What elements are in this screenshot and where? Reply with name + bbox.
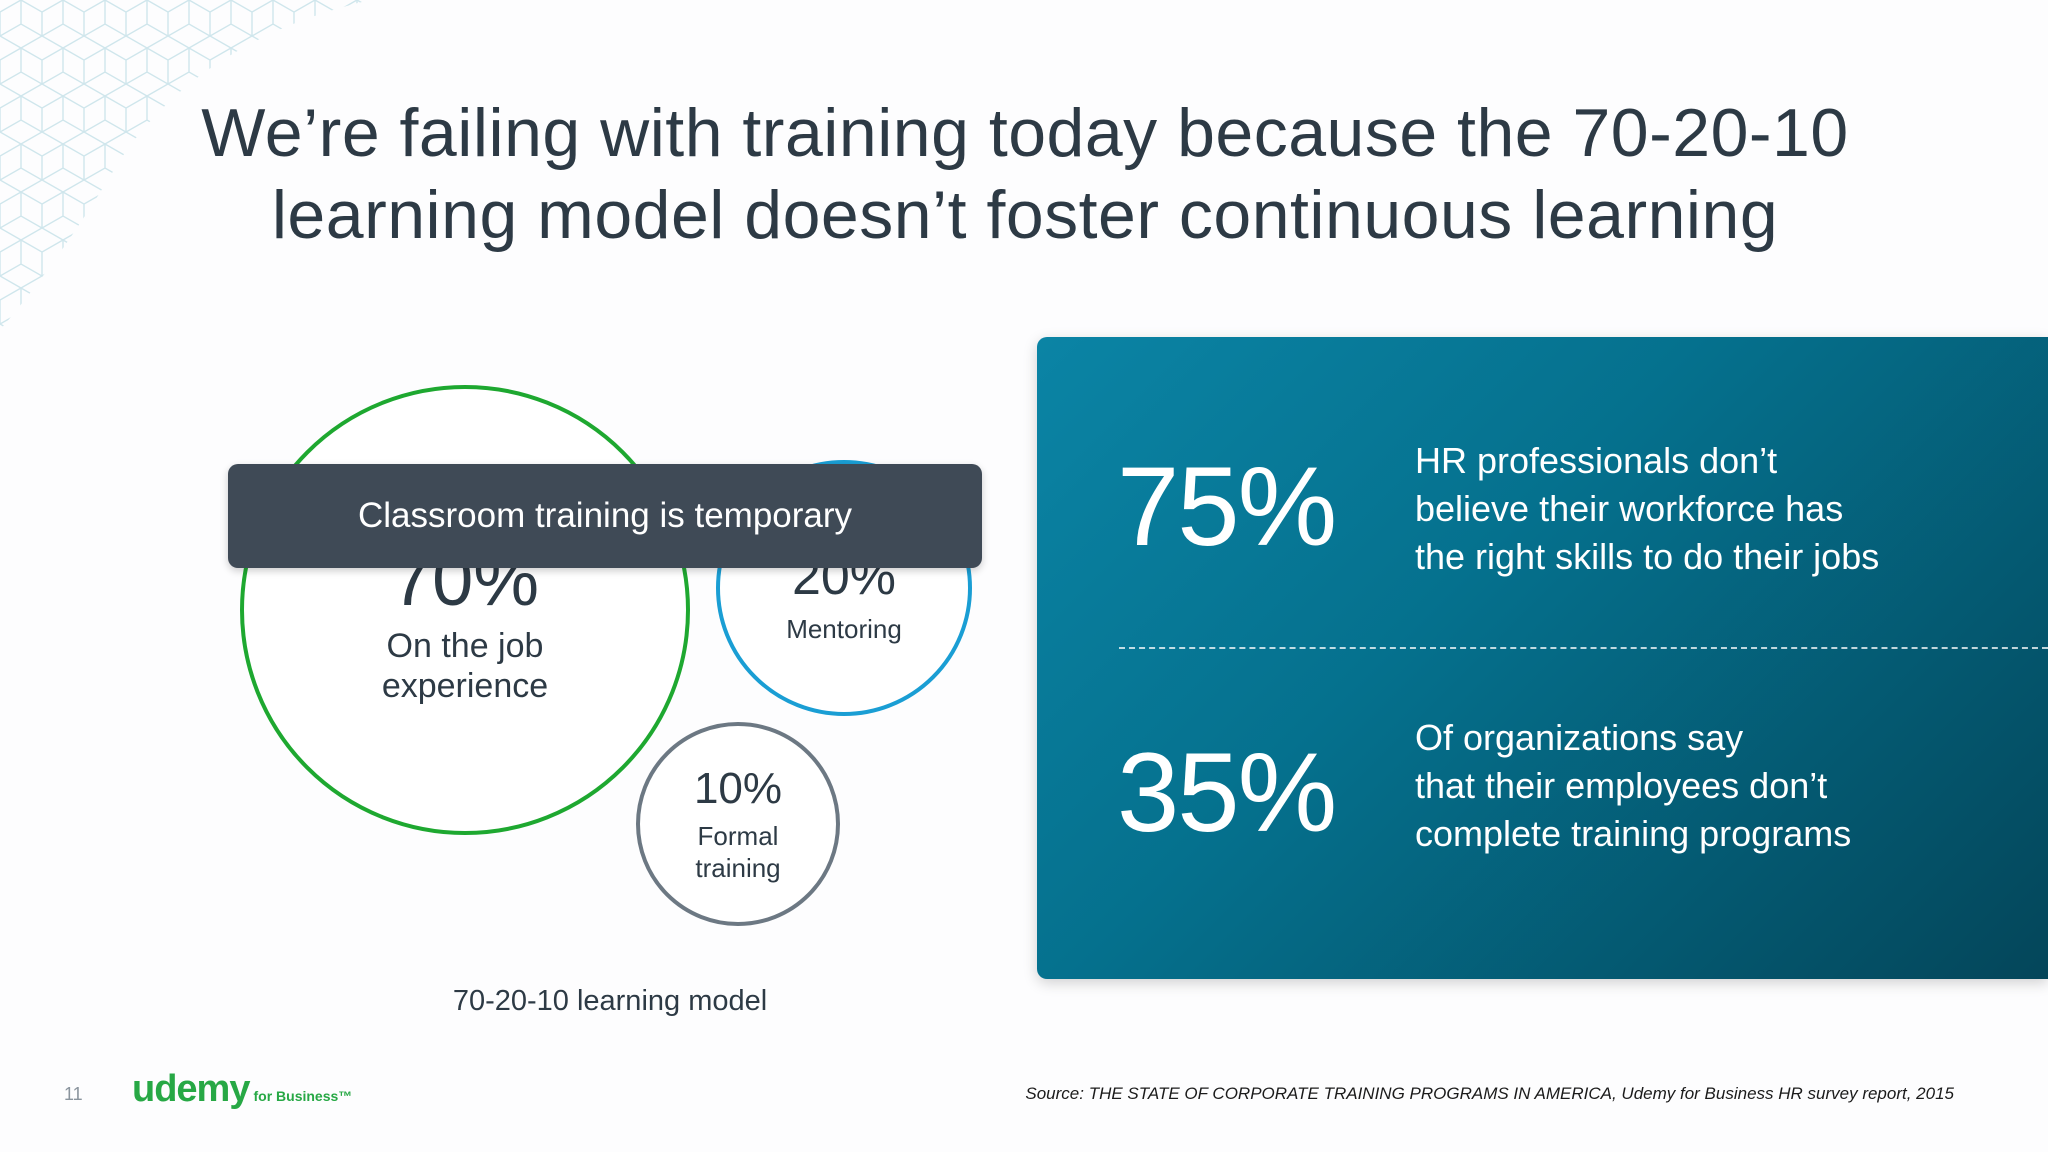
- udemy-logo: udemy for Business™: [132, 1068, 352, 1111]
- circle-label: Formal training: [695, 821, 781, 883]
- model-caption: 70-20-10 learning model: [452, 985, 768, 1017]
- circle-percentage: 10%: [693, 764, 783, 813]
- stat-percentage: 35%: [1117, 730, 1337, 855]
- stat-description-line: that their employees don’t: [1415, 765, 1828, 806]
- stats-panel: 75% HR professionals don’t believe their…: [1037, 337, 2048, 979]
- stat-description-line: the right skills to do their jobs: [1415, 536, 1880, 577]
- stat-description: HR professionals don’t believe their wor…: [1415, 437, 2015, 581]
- circle-label: Mentoring: [786, 614, 902, 644]
- circle-formal-training: 10% Formal training: [636, 722, 840, 926]
- circle-on-the-job-experience: 70% On the job experience: [240, 385, 690, 835]
- circle-label: On the job experience: [381, 627, 549, 705]
- page-number: 11: [64, 1084, 83, 1104]
- source-citation: Source: THE STATE OF CORPORATE TRAINING …: [1025, 1084, 1954, 1103]
- hexagon-pattern-background: [0, 0, 370, 330]
- stat-description-line: complete training programs: [1415, 813, 1852, 854]
- slide-title-line-2: learning model doesn’t foster continuous…: [271, 177, 1779, 253]
- stat-description-line: Of organizations say: [1415, 717, 1744, 758]
- slide-title-line-1: We’re failing with training today becaus…: [201, 95, 1849, 171]
- stat-description: Of organizations say that their employee…: [1415, 714, 2015, 858]
- stat-description-line: believe their workforce has: [1415, 488, 1844, 529]
- stat-percentage: 75%: [1117, 444, 1337, 569]
- dashed-divider: [1119, 647, 2048, 649]
- logo-subtitle: for Business™: [253, 1088, 353, 1104]
- tooltip-classroom-training: Classroom training is temporary: [228, 464, 982, 568]
- slide-title: We’re failing with training today becaus…: [120, 92, 1930, 256]
- logo-wordmark: udemy: [132, 1068, 250, 1110]
- stat-description-line: HR professionals don’t: [1415, 440, 1778, 481]
